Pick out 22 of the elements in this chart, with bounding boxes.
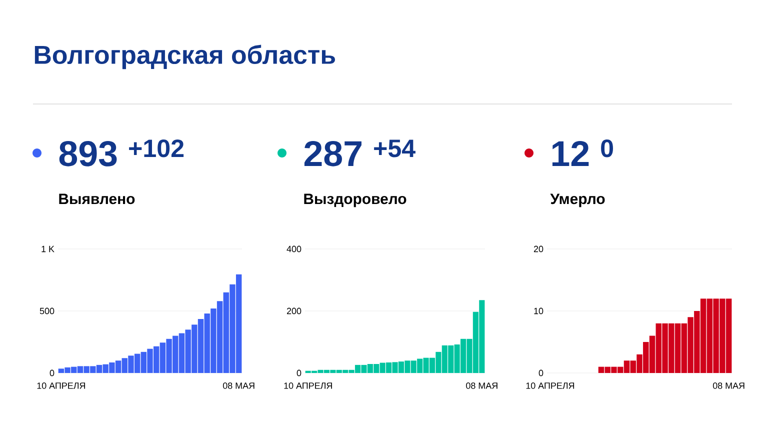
y-tick-label: 1 K xyxy=(42,246,54,252)
y-tick-label: 0 xyxy=(50,370,54,376)
chart-subtitle: Выздоровело xyxy=(304,194,406,208)
chart-subtitle: Выявлено xyxy=(59,194,135,204)
y-tick-label: 200 xyxy=(286,308,302,314)
x-tick-label: 10 АПРЕЛЯ xyxy=(526,382,574,389)
y-tick-label: 10 xyxy=(534,308,544,314)
y-tick-label: 0 xyxy=(296,370,302,376)
chart-title: 287 $^{+54}$ xyxy=(304,140,416,166)
y-tick-label: 0 xyxy=(538,370,544,376)
x-tick-label: 10 АПРЕЛЯ xyxy=(284,382,332,389)
chart-title: 12 $^{0}$ xyxy=(552,139,613,166)
x-tick-label: 10 АПРЕЛЯ xyxy=(37,382,86,389)
x-tick-label: 08 МАЯ xyxy=(222,382,254,389)
x-tick-label: 08 МАЯ xyxy=(466,382,498,389)
y-tick-label: 400 xyxy=(286,246,302,252)
x-tick-label: 08 МАЯ xyxy=(712,382,744,389)
text: Волгоградская область xyxy=(34,44,335,70)
chart-subtitle: Умерло xyxy=(550,194,605,208)
y-tick-label: 20 xyxy=(534,246,544,252)
chart-title: 893 $^{+102}$ xyxy=(59,139,184,166)
y-tick-label: 500 xyxy=(40,308,54,314)
